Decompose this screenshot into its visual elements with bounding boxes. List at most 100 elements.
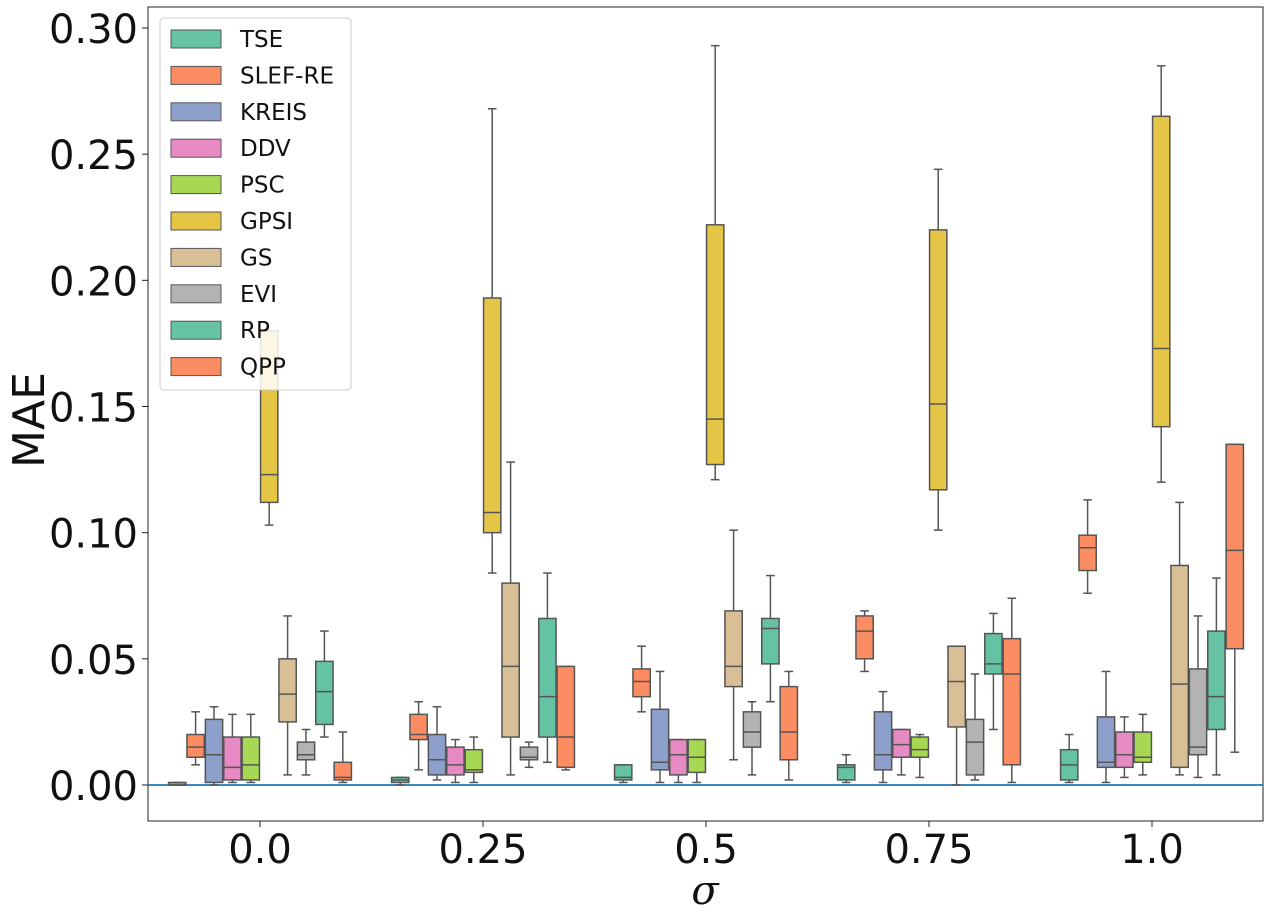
box-SLEF-RE-0.25: [409, 700, 428, 771]
box-body: [742, 711, 762, 748]
legend-item-EVI: EVI: [170, 282, 277, 308]
legend-item-TSE: TSE: [170, 27, 283, 53]
box-body: [538, 617, 557, 738]
box-SLEF-RE-0.5: [632, 645, 651, 713]
box-body: [241, 736, 261, 781]
box-KREIS-0.25: [427, 706, 447, 781]
legend-label: QPP: [240, 355, 286, 381]
box-EVI-0.75: [965, 673, 985, 781]
legend-item-GPSI: GPSI: [170, 209, 293, 235]
legend-item-GS: GS: [170, 245, 272, 271]
box-body: [186, 733, 205, 758]
box-QPP-0.0: [333, 731, 353, 784]
box-PSC-0.75: [910, 733, 930, 779]
box-RP-0.75: [984, 612, 1003, 731]
legend-swatch: [170, 102, 222, 122]
box-body: [1002, 637, 1022, 766]
box-body: [613, 764, 633, 781]
legend-swatch: [170, 29, 222, 49]
box-group-1.0: [1059, 65, 1245, 784]
legend-label: EVI: [240, 282, 277, 308]
box-body: [204, 718, 224, 784]
legend-label: SLEF-RE: [240, 63, 334, 89]
box-body: [1207, 630, 1226, 731]
box-GS-0.75: [947, 645, 966, 786]
box-body: [928, 229, 948, 491]
box-PSC-0.5: [687, 738, 707, 784]
box-body: [482, 297, 502, 534]
legend-swatch: [170, 357, 222, 377]
box-GS-0.5: [724, 529, 743, 761]
box-body: [1115, 731, 1134, 769]
legend-label: PSC: [240, 173, 285, 199]
legend-swatch: [170, 211, 222, 231]
y-tick-label: 0.25: [49, 133, 138, 179]
box-body: [761, 617, 780, 665]
box-body: [1096, 716, 1116, 769]
box-RP-1.0: [1207, 577, 1226, 776]
box-RP-0.25: [538, 572, 557, 764]
box-TSE-1.0: [1059, 733, 1079, 784]
box-EVI-0.25: [519, 741, 539, 769]
legend: TSE SLEF-RE KREIS DDV PSC GPSI GS EVI RP QPP: [159, 17, 352, 391]
box-body: [427, 733, 447, 776]
legend-swatch: [170, 65, 222, 85]
box-body: [836, 764, 856, 781]
legend-label: RP: [240, 318, 270, 344]
box-RP-0.5: [761, 574, 780, 703]
y-tick-label: 0.20: [49, 259, 138, 305]
box-body: [632, 668, 651, 698]
legend-label: GPSI: [240, 209, 293, 235]
box-SLEF-RE-0.75: [855, 610, 874, 673]
box-PSC-0.25: [464, 736, 484, 784]
legend-item-KREIS: KREIS: [170, 100, 307, 126]
box-TSE-0.5: [613, 764, 633, 784]
box-body: [650, 708, 670, 771]
legend-item-DDV: DDV: [170, 136, 291, 162]
y-tick-label: 0.00: [49, 764, 138, 810]
y-tick-label: 0.30: [49, 7, 138, 53]
box-GPSI-1.0: [1151, 65, 1171, 483]
legend-item-QPP: QPP: [170, 355, 286, 381]
box-GS-1.0: [1170, 501, 1189, 776]
y-tick-label: 0.10: [49, 512, 138, 558]
box-EVI-0.0: [296, 728, 316, 776]
legend-label: GS: [240, 245, 272, 271]
legend-item-PSC: PSC: [170, 173, 285, 199]
box-body: [464, 748, 484, 774]
box-DDV-0.0: [223, 713, 242, 784]
legend-swatch: [170, 284, 222, 304]
box-body: [315, 660, 334, 726]
box-body: [855, 615, 874, 660]
box-QPP-0.75: [1002, 597, 1022, 784]
box-GS-0.25: [501, 461, 520, 776]
box-group-0.75: [836, 168, 1022, 786]
box-GS-0.0: [278, 615, 297, 776]
box-body: [1078, 534, 1097, 572]
box-body: [873, 711, 893, 771]
box-body: [556, 665, 576, 769]
box-groups: [167, 44, 1245, 786]
box-SLEF-RE-1.0: [1078, 499, 1097, 594]
box-DDV-0.75: [892, 728, 911, 776]
box-body: [669, 738, 688, 776]
box-PSC-0.0: [241, 713, 261, 784]
box-QPP-1.0: [1225, 443, 1245, 753]
box-TSE-0.25: [390, 776, 410, 786]
box-body: [779, 685, 799, 761]
box-body: [1188, 668, 1208, 756]
legend-label: TSE: [239, 27, 283, 53]
box-PSC-1.0: [1133, 713, 1153, 776]
box-RP-0.0: [315, 630, 334, 738]
box-body: [965, 718, 985, 776]
x-tick-label: 0.25: [438, 827, 527, 873]
box-body: [1170, 564, 1189, 769]
x-tick-label: 1.0: [1120, 827, 1184, 873]
box-body: [1133, 731, 1153, 764]
legend-swatch: [170, 247, 222, 267]
box-SLEF-RE-0.0: [186, 711, 205, 766]
box-GPSI-0.5: [705, 44, 725, 481]
legend-item-RP: RP: [170, 318, 270, 344]
box-body: [724, 610, 743, 688]
